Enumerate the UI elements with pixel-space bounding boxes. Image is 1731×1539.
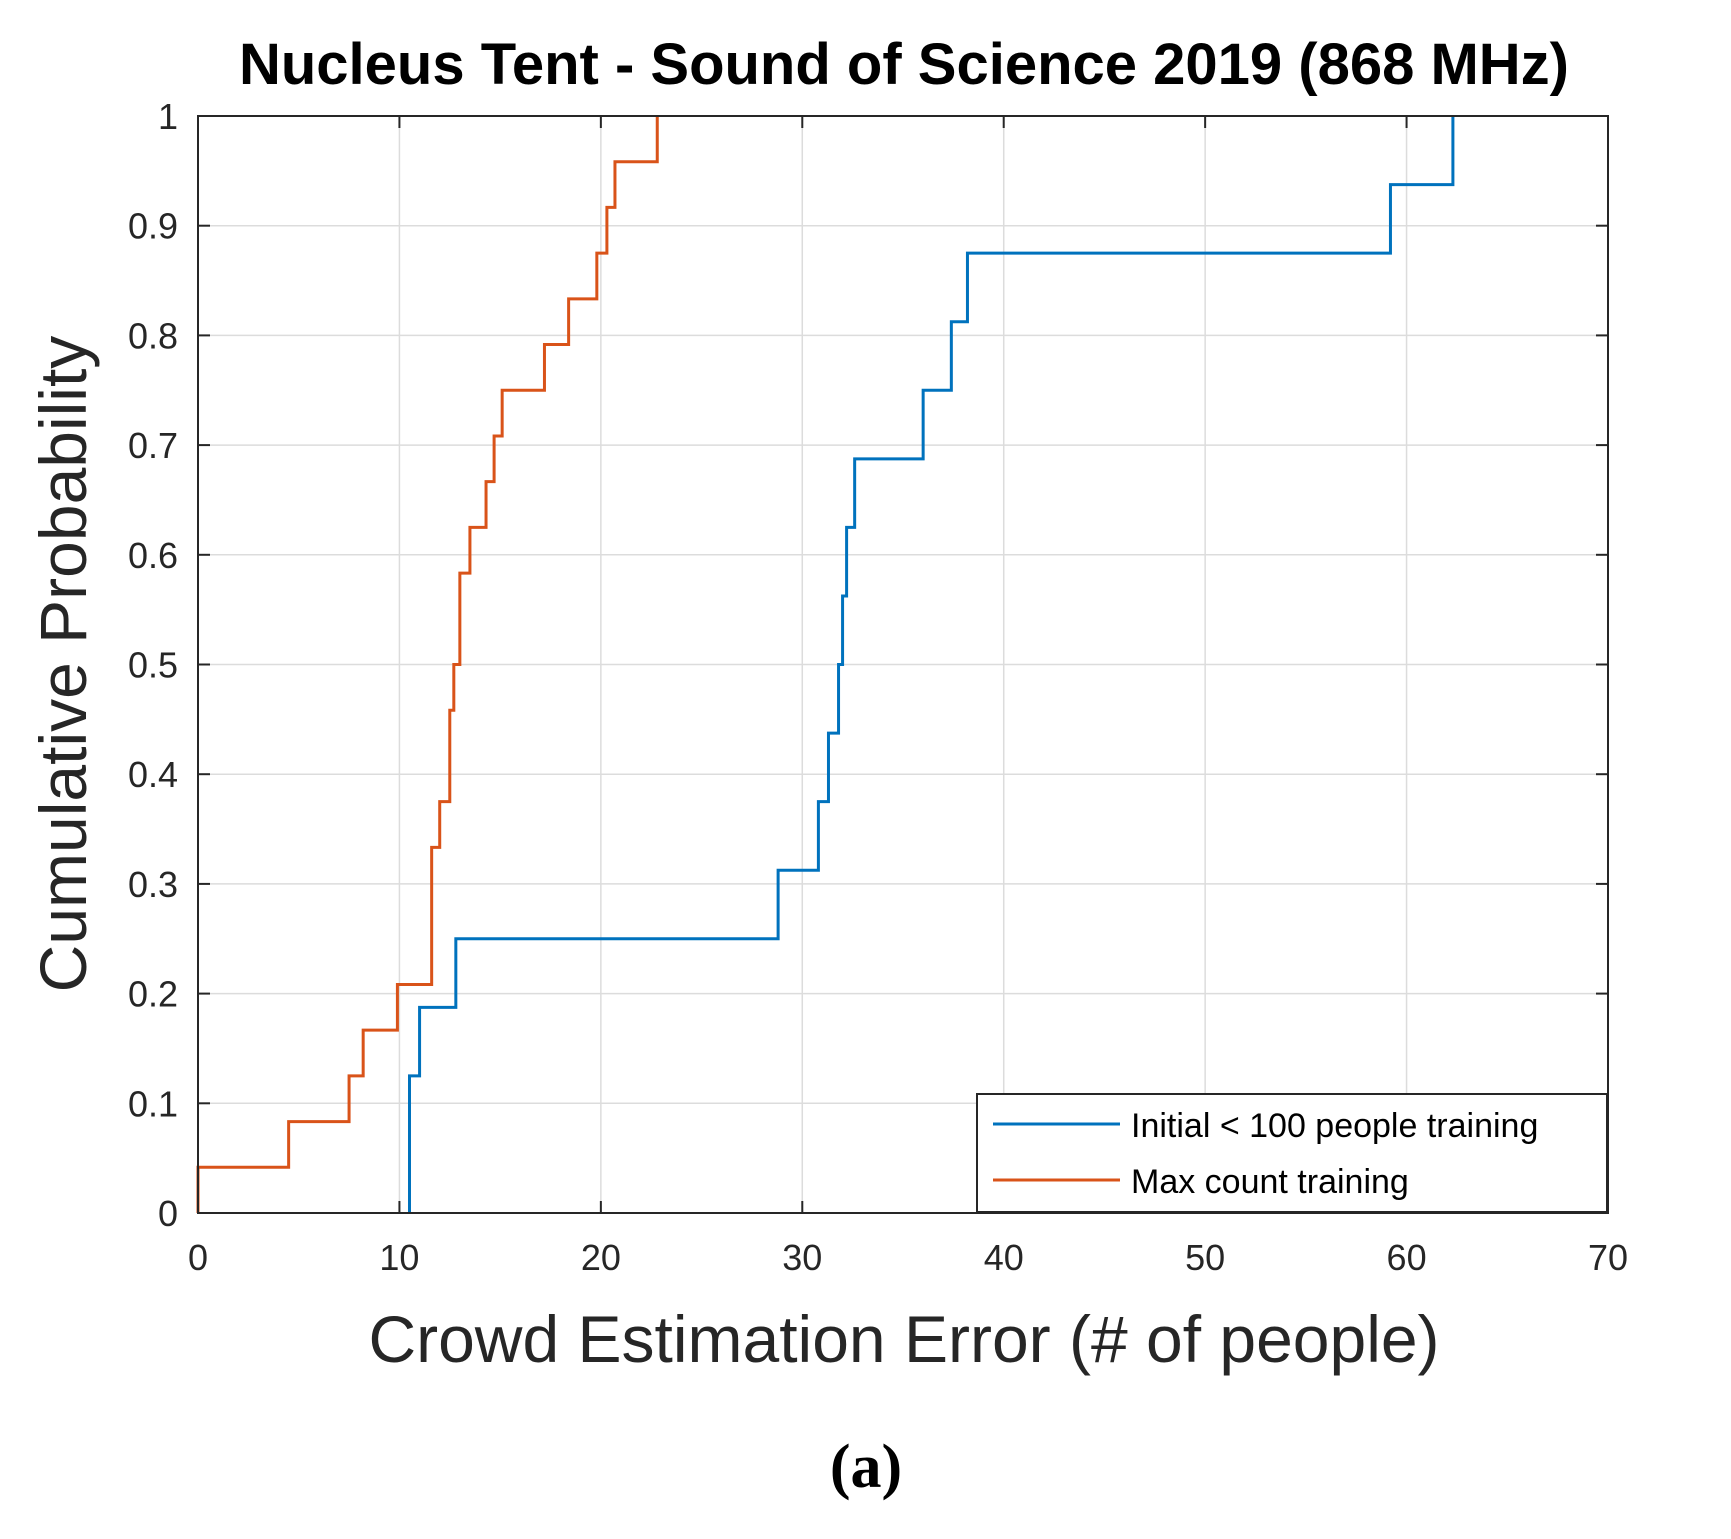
y-tick-label: 0.4 — [128, 754, 178, 795]
y-axis-label: Cumulative Probability — [26, 336, 100, 993]
y-tick-label: 0.9 — [128, 206, 178, 247]
x-tick-labels: 0 10 20 30 40 50 60 70 — [188, 1237, 1628, 1278]
x-tick-label: 70 — [1588, 1237, 1628, 1278]
x-tick-label: 10 — [379, 1237, 419, 1278]
y-tick-label: 0.3 — [128, 864, 178, 905]
legend: Initial < 100 people training Max count … — [976, 1093, 1608, 1213]
x-tick-label: 30 — [782, 1237, 822, 1278]
x-tick-label: 20 — [581, 1237, 621, 1278]
series-line-initial — [408, 116, 1455, 1213]
series-line-max-count — [196, 116, 659, 1213]
y-tick-labels: 0 0.1 0.2 0.3 0.4 0.5 0.6 0.7 0.8 0.9 1 — [128, 96, 178, 1234]
x-tick-label: 60 — [1387, 1237, 1427, 1278]
y-tick-label: 0.7 — [128, 425, 178, 466]
y-tick-label: 0.2 — [128, 974, 178, 1015]
y-tick-label: 0.6 — [128, 535, 178, 576]
axes-box — [197, 115, 1609, 1214]
legend-label-initial: Initial < 100 people training — [1131, 1107, 1538, 1145]
legend-label-max-count: Max count training — [1131, 1163, 1409, 1201]
y-tick-label: 0 — [158, 1193, 178, 1234]
y-tick-label: 1 — [158, 96, 178, 137]
series-layer — [196, 116, 1455, 1213]
y-tick-label: 0.1 — [128, 1083, 178, 1124]
x-tick-label: 40 — [984, 1237, 1024, 1278]
x-tick-label: 0 — [188, 1237, 208, 1278]
figure-caption: (a) — [830, 1433, 902, 1501]
y-tick-label: 0.5 — [128, 645, 178, 686]
legend-box — [976, 1093, 1608, 1213]
y-tick-label: 0.8 — [128, 315, 178, 356]
x-axis-label: Crowd Estimation Error (# of people) — [368, 1302, 1439, 1376]
chart-title: Nucleus Tent - Sound of Science 2019 (86… — [239, 32, 1569, 97]
x-tick-label: 50 — [1185, 1237, 1225, 1278]
